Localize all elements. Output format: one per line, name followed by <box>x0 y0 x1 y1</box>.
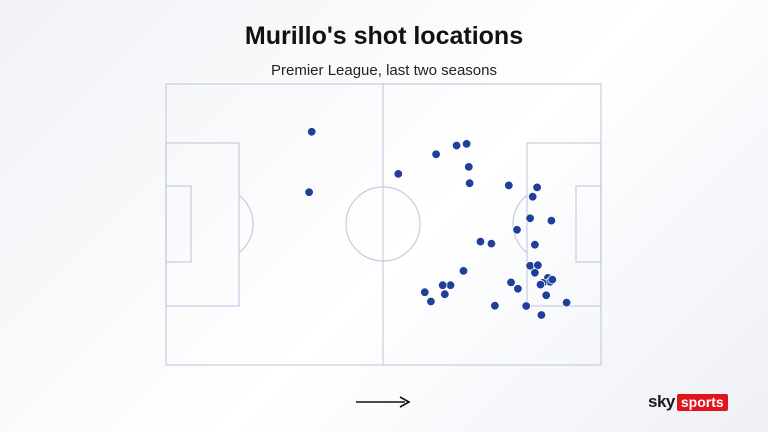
shot-point <box>461 139 472 149</box>
shot-point <box>464 178 475 188</box>
shot-point <box>506 277 516 288</box>
shot-point <box>546 215 557 226</box>
shot-point <box>475 236 486 247</box>
left-penalty-area <box>165 142 240 307</box>
shot-point <box>561 297 572 308</box>
shot-point <box>535 279 546 290</box>
shot-point <box>547 274 558 285</box>
shot-point <box>513 284 523 294</box>
shot-point <box>438 280 448 290</box>
left-penalty-arc <box>238 194 254 254</box>
shot-point <box>530 268 540 278</box>
shot-point <box>426 296 436 307</box>
shot-point <box>536 310 547 320</box>
logo-sports-text: sports <box>676 393 728 411</box>
sky-sports-logo: sky sports <box>648 392 728 411</box>
pitch <box>165 83 602 366</box>
shot-point <box>307 127 317 137</box>
shot-point <box>464 162 474 172</box>
shot-point <box>521 301 531 311</box>
shot-point <box>451 140 462 151</box>
right-penalty-arc <box>512 194 528 254</box>
chart-subtitle: Premier League, last two seasons <box>271 62 497 79</box>
shots-layer <box>304 127 572 320</box>
shot-point <box>490 301 500 311</box>
shot-point <box>541 290 551 301</box>
shot-point <box>445 280 456 290</box>
shot-point <box>420 287 430 297</box>
centre-circle <box>345 186 421 262</box>
logo-sky-text: sky <box>648 392 675 411</box>
shot-point <box>528 191 538 202</box>
right-six-yard-box <box>575 185 602 263</box>
shot-point <box>512 225 522 235</box>
chart-title: Murillo's shot locations <box>244 22 524 50</box>
shot-point <box>304 187 314 197</box>
shot-point <box>530 239 540 250</box>
left-six-yard-box <box>165 185 192 263</box>
shot-point <box>431 149 441 160</box>
shot-point <box>504 180 514 191</box>
shot-point <box>393 169 404 179</box>
shot-point <box>532 182 542 193</box>
shot-point <box>440 289 450 299</box>
shot-point <box>486 238 497 249</box>
shot-point <box>525 213 535 224</box>
direction-arrow <box>356 396 411 408</box>
shot-point <box>458 266 469 276</box>
